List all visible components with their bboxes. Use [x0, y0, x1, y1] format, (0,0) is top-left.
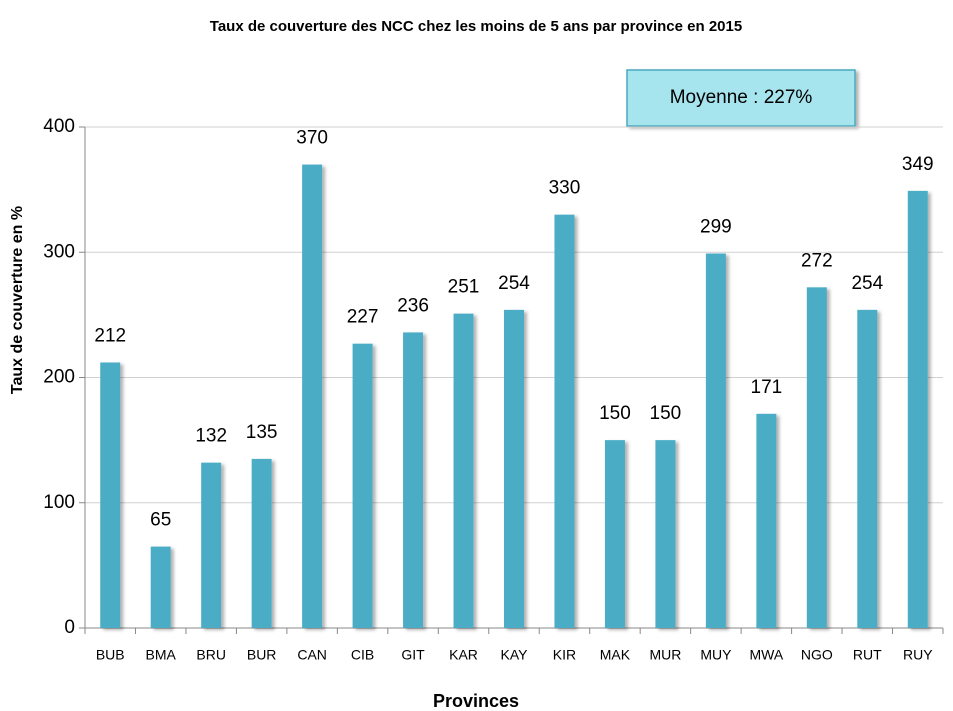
x-tick-label: CAN	[297, 647, 327, 663]
x-tick-label: NGO	[801, 647, 833, 663]
data-label: 330	[549, 178, 581, 199]
bar	[705, 253, 726, 628]
x-tick-label: RUT	[853, 647, 882, 663]
data-label: 135	[246, 422, 278, 443]
bar	[756, 413, 777, 628]
x-tick-label: BRU	[196, 647, 226, 663]
bar	[655, 440, 676, 628]
data-label: 251	[448, 277, 480, 298]
chart-title: Taux de couverture des NCC chez les moin…	[210, 18, 742, 35]
bar	[302, 164, 323, 628]
bar	[604, 440, 625, 628]
x-tick-label: KAY	[501, 647, 529, 663]
x-tick-label: KIR	[553, 647, 576, 663]
y-tick-label: 300	[43, 241, 75, 262]
data-label: 254	[498, 273, 530, 294]
bar	[201, 462, 222, 628]
bar	[100, 362, 121, 628]
x-tick-label: MWA	[750, 647, 784, 663]
y-axis-label: Taux de couverture en %	[9, 206, 26, 394]
bar	[554, 214, 575, 629]
data-label: 254	[851, 273, 883, 294]
bar	[907, 190, 928, 628]
data-label: 171	[751, 377, 783, 398]
bar	[806, 287, 827, 628]
annotation-box	[626, 69, 856, 127]
data-label: 236	[397, 295, 429, 316]
bar	[403, 332, 424, 628]
bar	[150, 546, 171, 628]
data-label: 212	[94, 325, 126, 346]
bar	[251, 458, 272, 628]
data-label: 349	[902, 154, 934, 175]
y-tick-label: 400	[43, 116, 75, 137]
x-tick-label: BUR	[247, 647, 277, 663]
x-tick-label: CIB	[351, 647, 374, 663]
annotation: Moyenne : 227%	[670, 87, 813, 108]
data-label: 370	[296, 128, 328, 149]
data-label: 299	[700, 217, 732, 238]
bar	[504, 309, 524, 628]
data-label: 227	[347, 307, 379, 328]
x-tick-label: MUR	[649, 647, 681, 663]
bar	[857, 309, 878, 628]
bar	[352, 343, 373, 628]
x-tick-label: KAR	[449, 647, 478, 663]
bar	[453, 313, 474, 628]
y-tick-label: 200	[43, 367, 75, 388]
x-tick-label: RUY	[903, 647, 933, 663]
x-axis-label: Provinces	[433, 691, 519, 711]
y-tick-label: 100	[43, 492, 75, 513]
data-label: 150	[650, 403, 682, 424]
x-tick-label: GIT	[401, 647, 425, 663]
x-tick-label: MAK	[600, 647, 631, 663]
x-tick-label: MUY	[700, 647, 732, 663]
data-label: 272	[801, 250, 833, 271]
data-label: 150	[599, 403, 631, 424]
data-label: 65	[150, 510, 171, 531]
data-label: 132	[195, 426, 227, 447]
x-tick-label: BUB	[96, 647, 125, 663]
x-tick-label: BMA	[146, 647, 177, 663]
y-tick-label: 0	[64, 617, 75, 638]
